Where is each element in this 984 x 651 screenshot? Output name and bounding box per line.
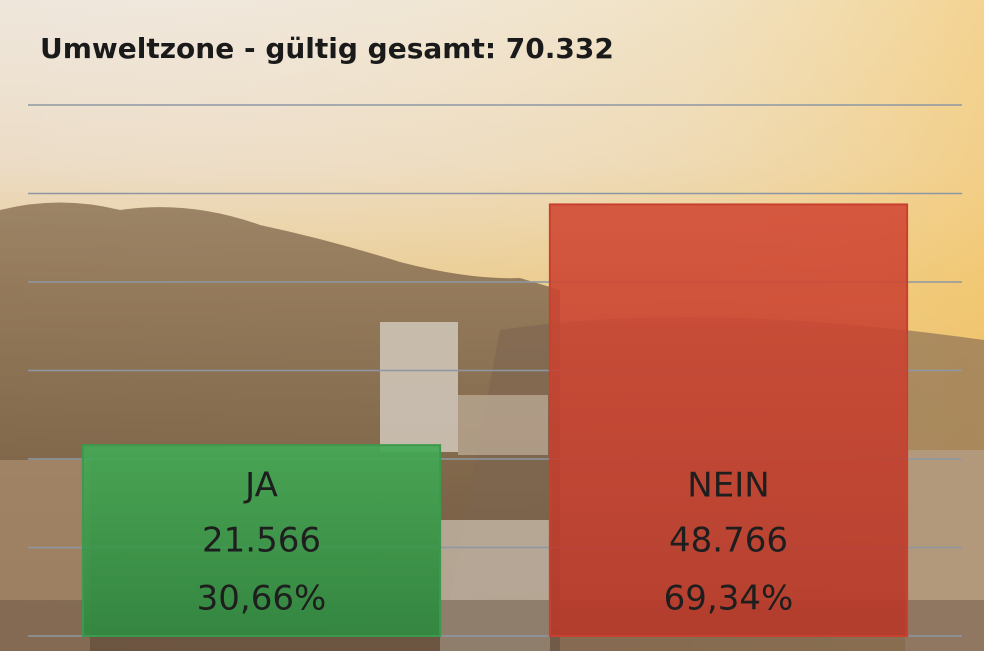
value-label: 48.766 (669, 521, 788, 561)
category-label: NEIN (687, 466, 769, 506)
chart-title: Umweltzone - gültig gesamt: 70.332 (40, 32, 614, 65)
category-label: JA (243, 466, 278, 506)
bar (550, 204, 907, 636)
value-label: 21.566 (202, 521, 321, 561)
percentage-label: 30,66% (197, 579, 327, 619)
chart: Umweltzone - gültig gesamt: 70.332 JA 21.… (0, 0, 984, 651)
percentage-label: 69,34% (664, 579, 794, 619)
